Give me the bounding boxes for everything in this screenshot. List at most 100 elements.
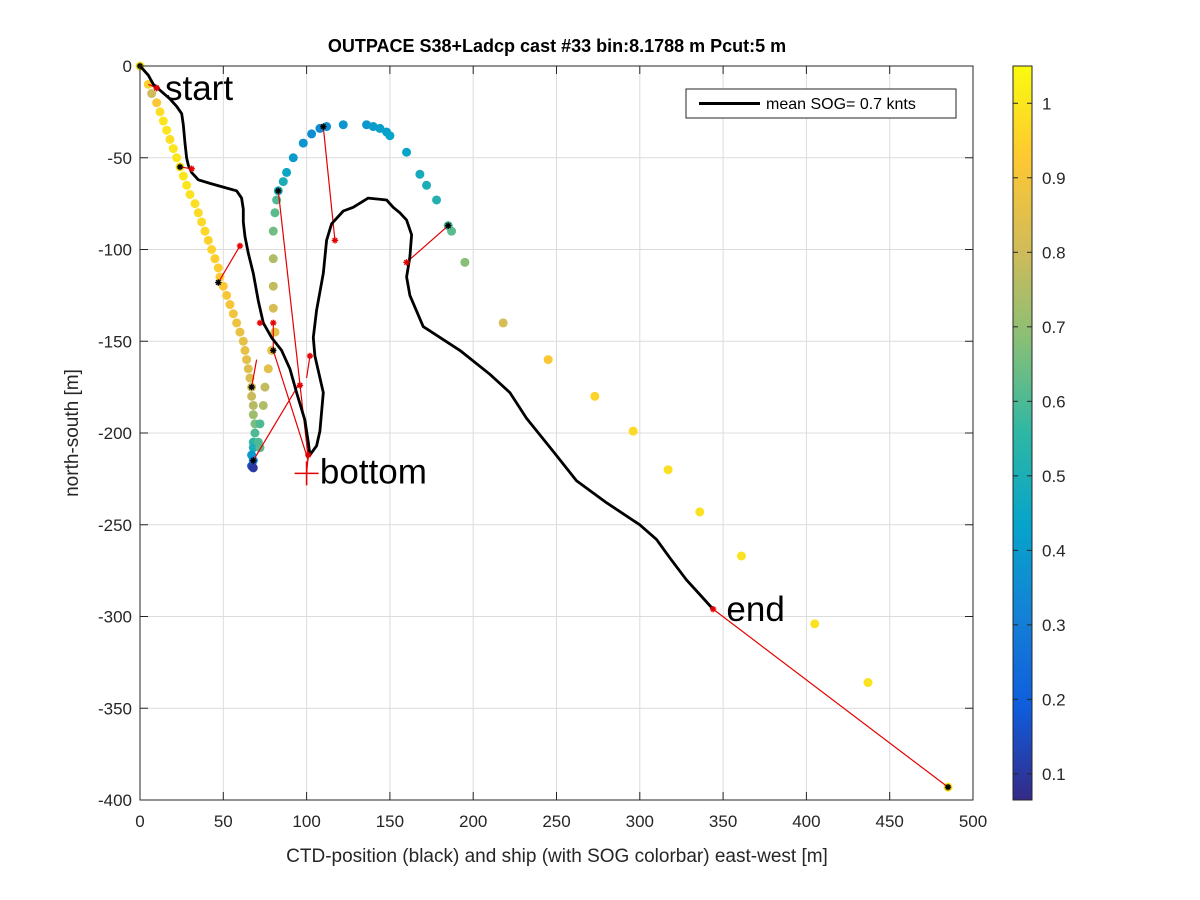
ship-station-marker (275, 187, 282, 194)
colorbar-tick-label: 0.3 (1042, 616, 1066, 635)
ctd-station-marker-stroke (188, 166, 195, 172)
ctd-station-marker (256, 319, 264, 327)
ship-point (190, 199, 200, 209)
y-tick-label: -50 (107, 149, 132, 168)
ship-point (235, 327, 245, 337)
ship-point (255, 419, 265, 429)
ship-station-marker (270, 347, 277, 354)
ship-station-marker-stroke (215, 279, 222, 286)
ship-station-marker-stroke (445, 222, 451, 229)
ctd-station-marker (305, 451, 312, 459)
ship-point (158, 116, 168, 126)
colorbar-tick-label: 0.1 (1042, 765, 1066, 784)
ship-point (200, 226, 210, 236)
ship-station-marker-stroke (250, 457, 257, 464)
ctd-station-marker (153, 84, 160, 92)
ship-point (228, 309, 238, 319)
x-tick-label: 250 (542, 812, 570, 831)
ship-ctd-link (217, 245, 241, 283)
ship-point (415, 169, 425, 179)
ship-point (172, 153, 182, 163)
ship-point (222, 290, 232, 300)
y-tick-label: -350 (98, 699, 132, 718)
y-tick-label: -100 (98, 241, 132, 260)
ship-point (155, 107, 165, 117)
legend: mean SOG= 0.7 knts (685, 88, 957, 119)
colorbar-tick-label: 0.8 (1042, 243, 1066, 262)
ship-ctd-link (712, 608, 949, 788)
ship-ctd-link (251, 359, 258, 388)
ship-point (736, 551, 746, 561)
ship-point (282, 167, 292, 177)
ship-point (270, 208, 280, 218)
chart-title: OUTPACE S38+Ladcp cast #33 bin:8.1788 m … (328, 36, 786, 56)
ship-point (460, 257, 470, 267)
ship-point (307, 129, 317, 139)
ship-point (863, 678, 873, 688)
ship-point (422, 180, 432, 190)
annotation-bottom: bottom (320, 453, 427, 492)
x-tick-label: 100 (292, 812, 320, 831)
ship-point (203, 235, 213, 245)
ship-station-marker-stroke (177, 164, 183, 170)
colorbar-gradient (1013, 66, 1032, 800)
ship-station-marker (445, 222, 452, 229)
ship-point (258, 400, 268, 410)
x-tick-label: 450 (876, 812, 904, 831)
ship-point (152, 98, 162, 108)
ship-point (253, 437, 263, 447)
ship-point (197, 217, 207, 227)
ship-point (225, 300, 235, 310)
ctd-station-marker-stroke (710, 606, 716, 612)
ctd-station-marker (709, 605, 717, 613)
plot-area: start bottom end 0 50 100 150 200 250 300 350 40… (98, 57, 987, 831)
ship-point (210, 254, 220, 264)
ship-point (447, 226, 457, 236)
ship-ctd-link (406, 225, 449, 263)
annotations: start bottom end (165, 69, 785, 629)
colorbar-tick-label: 1 (1042, 94, 1051, 113)
ship-point (243, 364, 253, 374)
annotation-end: end (726, 590, 784, 629)
ctd-station-marker (188, 165, 195, 172)
ctd-station-marker (270, 319, 277, 327)
ctd-station-marker-stroke (332, 237, 338, 244)
y-tick-label: -400 (98, 791, 132, 810)
ship-point (178, 171, 188, 181)
ship-point (165, 134, 175, 144)
ship-point (695, 507, 705, 517)
ship-station-marker-stroke (275, 188, 282, 194)
colorbar-tick-label: 0.4 (1042, 541, 1066, 560)
ship-point (268, 281, 278, 291)
ship-point (248, 463, 258, 473)
x-tick-label: 0 (135, 812, 144, 831)
legend-entry: mean SOG= 0.7 knts (766, 96, 916, 113)
colorbar-tick-label: 0.9 (1042, 169, 1066, 188)
ctd-station-marker-stroke (153, 85, 160, 91)
y-tick-label: -200 (98, 424, 132, 443)
ship-point (248, 410, 258, 420)
ship-point (432, 195, 442, 205)
colorbar-box (1012, 65, 1033, 801)
ship-point (168, 144, 178, 154)
ship-point (263, 364, 273, 374)
axis-ticks: 0 50 100 150 200 250 300 350 400 450 500 0 -50 -100 -1… (98, 57, 987, 831)
colorbar-tick-label: 0.2 (1042, 690, 1066, 709)
ship-point (338, 120, 348, 130)
colorbar-tick-label: 0.7 (1042, 318, 1066, 337)
ship-ctd-link (306, 355, 311, 379)
y-tick-label: -150 (98, 332, 132, 351)
ship-station-marker-stroke (270, 347, 277, 354)
ship-point (663, 465, 673, 475)
ctd-station-marker (296, 382, 304, 389)
y-axis-label: north-south [m] (62, 369, 83, 497)
ship-point (182, 180, 192, 190)
ship-point (322, 122, 332, 132)
ship-point (498, 318, 508, 328)
red-links (148, 83, 949, 788)
ctd-station-marker (331, 237, 339, 244)
colorbar-ticks: 0.1 0.2 0.3 0.4 0.5 0.6 0.7 0.8 0.9 1 (1013, 94, 1066, 784)
ship-point (385, 131, 395, 141)
ship-point (162, 125, 172, 135)
